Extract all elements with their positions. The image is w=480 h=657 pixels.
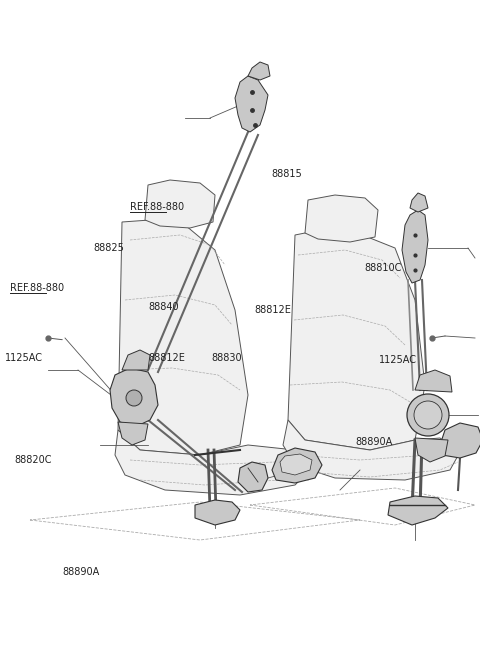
- Text: 88890A: 88890A: [62, 566, 100, 577]
- Polygon shape: [110, 368, 158, 427]
- Polygon shape: [118, 220, 248, 455]
- Polygon shape: [235, 76, 268, 132]
- Polygon shape: [248, 62, 270, 80]
- Text: 88830: 88830: [211, 353, 242, 363]
- Polygon shape: [272, 448, 322, 483]
- Text: 88812E: 88812E: [254, 305, 291, 315]
- Text: 88815: 88815: [271, 169, 302, 179]
- Polygon shape: [195, 500, 240, 525]
- Text: 88840: 88840: [149, 302, 180, 312]
- Polygon shape: [280, 454, 312, 475]
- Ellipse shape: [414, 401, 442, 429]
- Text: REF.88-880: REF.88-880: [10, 283, 64, 293]
- Text: 88810C: 88810C: [365, 263, 402, 273]
- Polygon shape: [305, 195, 378, 242]
- Polygon shape: [283, 420, 460, 480]
- Polygon shape: [118, 422, 148, 445]
- Polygon shape: [402, 210, 428, 283]
- Ellipse shape: [407, 394, 449, 436]
- Text: REF.88-880: REF.88-880: [130, 202, 184, 212]
- Polygon shape: [410, 193, 428, 212]
- Polygon shape: [415, 438, 448, 462]
- Polygon shape: [115, 430, 310, 495]
- Polygon shape: [238, 462, 268, 492]
- Polygon shape: [388, 496, 448, 525]
- Polygon shape: [415, 370, 452, 392]
- Polygon shape: [145, 180, 215, 228]
- Text: 88890A: 88890A: [355, 436, 393, 447]
- Text: 88825: 88825: [94, 243, 124, 254]
- Text: 1125AC: 1125AC: [379, 355, 417, 365]
- Text: 88820C: 88820C: [14, 455, 52, 465]
- Text: 88812E: 88812E: [149, 353, 186, 363]
- Ellipse shape: [126, 390, 142, 406]
- Polygon shape: [122, 350, 150, 370]
- Text: 1125AC: 1125AC: [5, 353, 43, 363]
- Polygon shape: [288, 230, 425, 450]
- Polygon shape: [440, 423, 480, 458]
